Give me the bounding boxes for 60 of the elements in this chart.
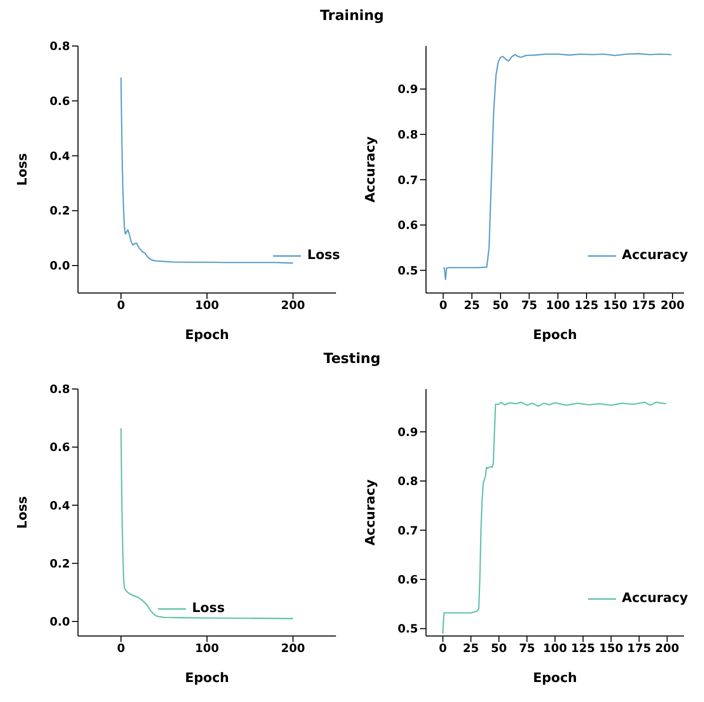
x-tick-label: 175 [632,298,656,312]
y-tick-label: 0.7 [398,523,418,538]
y-tick-label: 0.2 [50,556,70,570]
x-tick-label: 100 [542,641,568,656]
x-tick-label: 0 [439,298,448,312]
legend-label: Accuracy [622,591,688,606]
legend-label: Loss [192,601,225,616]
x-tick-label: 175 [627,641,652,656]
y-tick-label: 0.5 [398,622,418,636]
x-tick-label: 25 [464,298,480,312]
line-series [120,428,294,620]
y-tick-label: 0.9 [398,424,418,439]
x-tick-label: 125 [571,641,596,656]
y-tick-label: 0.4 [50,498,70,512]
y-tick-label: 0.6 [50,440,70,454]
x-tick-label: 0 [116,641,126,656]
x-axis-title: Epoch [532,671,578,686]
legend-label: Accuracy [622,248,688,263]
x-tick-label: 125 [574,298,599,312]
x-tick-label: 100 [194,641,220,656]
y-tick-label: 0.8 [50,39,70,54]
y-tick-label: 0.8 [50,382,70,396]
x-tick-label: 75 [521,298,538,312]
x-tick-label: 50 [490,641,507,656]
x-tick-label: 50 [492,298,509,312]
y-tick-label: 0.8 [398,127,418,142]
x-axis-title: Epoch [532,328,578,343]
x-tick-label: 100 [194,298,220,312]
x-tick-label: 0 [438,641,447,656]
y-tick-label: 0.0 [50,614,70,629]
legend-label: Loss [307,248,340,263]
y-tick-label: 0.4 [50,148,70,163]
y-tick-label: 0.7 [398,172,418,187]
x-tick-label: 200 [655,641,680,656]
x-axis-title: Epoch [184,671,230,686]
y-tick-label: 0.6 [50,94,70,108]
y-axis-title: Loss [16,496,31,529]
x-axis-title: Epoch [184,328,230,343]
y-axis-title: Accuracy [364,478,379,546]
x-tick-label: 100 [546,298,570,312]
x-tick-label: 200 [660,298,685,312]
y-tick-label: 0.0 [50,258,70,273]
y-tick-label: 0.9 [398,82,418,96]
y-tick-label: 0.8 [398,474,418,488]
chart-title: Testing [322,351,382,369]
y-axis-title: Accuracy [364,136,379,203]
y-tick-label: 0.6 [398,572,418,586]
y-axis-title: Loss [16,152,31,186]
y-tick-label: 0.2 [50,204,70,218]
y-tick-label: 0.5 [398,263,418,278]
x-tick-label: 200 [280,641,306,656]
x-tick-label: 200 [280,298,306,312]
x-tick-label: 25 [462,641,479,656]
x-tick-label: 150 [599,641,624,656]
x-tick-label: 150 [603,298,628,312]
chart-title: Training [319,8,385,26]
y-tick-label: 0.6 [398,218,418,232]
x-tick-label: 75 [518,641,535,656]
line-series [120,76,294,264]
x-tick-label: 0 [116,298,126,312]
